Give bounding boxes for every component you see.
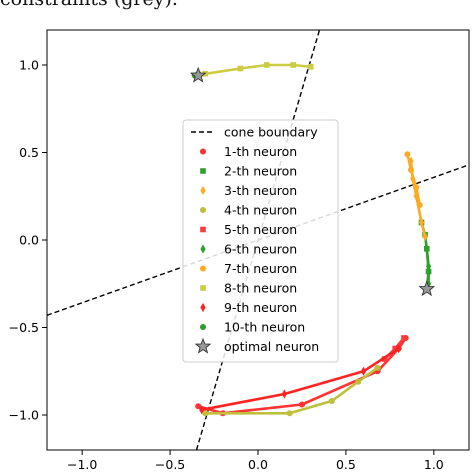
series-line (201, 347, 400, 412)
legend-label: optimal neuron (224, 339, 319, 354)
legend-label: 6-th neuron (224, 242, 297, 257)
legend-label: 2-th neuron (224, 164, 297, 179)
legend-label: 4-th neuron (224, 203, 297, 218)
y-tick-label: 1.0 (19, 58, 39, 73)
legend-label: 9-th neuron (224, 300, 297, 315)
x-tick-label: −0.5 (155, 457, 185, 472)
legend-marker-swatch (200, 285, 206, 291)
data-point (189, 66, 207, 83)
legend-marker-swatch (200, 226, 206, 233)
data-point (396, 343, 402, 354)
legend-item: 4-th neuron (199, 203, 297, 218)
y-axis: 1.0 0.5 0.0 −0.5 −1.0 (9, 58, 47, 423)
legend-label: 7-th neuron (224, 261, 297, 276)
y-tick-label: 0.5 (19, 145, 39, 160)
data-point (407, 166, 415, 174)
data-point (195, 403, 202, 410)
data-point (374, 364, 381, 371)
data-point (424, 244, 430, 254)
data-point (401, 335, 407, 341)
data-point (360, 366, 367, 376)
x-axis: −1.0 −0.5 0.0 0.5 1.0 (67, 450, 444, 472)
legend-box (182, 119, 339, 363)
legend-item: 1-th neuron (199, 144, 297, 159)
legend-label: 8-th neuron (224, 281, 297, 296)
figure-caption: constraints (grey). (0, 0, 178, 10)
data-point (263, 62, 270, 68)
legend-marker-swatch (200, 185, 206, 196)
x-tick-label: 0.5 (336, 457, 356, 472)
x-tick-label: 0.0 (248, 457, 268, 472)
legend-marker-swatch (200, 302, 206, 313)
series-line (406, 154, 422, 206)
series-layer (189, 62, 436, 417)
series-4 (202, 364, 381, 417)
data-point (404, 151, 411, 158)
legend-marker-swatch (200, 168, 206, 174)
data-point (416, 201, 423, 209)
data-point (413, 184, 420, 191)
legend-item: optimal neuron (194, 337, 319, 354)
data-point (237, 65, 244, 72)
data-point (290, 62, 296, 68)
legend-label: 1-th neuron (224, 144, 297, 159)
legend-marker-swatch (200, 244, 206, 254)
legend-item: 2-th neuron (200, 164, 297, 179)
legend-item: cone boundary (191, 125, 318, 140)
legend-item: 10-th neuron (199, 320, 305, 335)
x-tick-label: −1.0 (67, 457, 97, 472)
data-point (199, 405, 205, 415)
legend-item: 9-th neuron (200, 300, 297, 315)
legend-label: 3-th neuron (224, 183, 297, 198)
legend-item: 7-th neuron (199, 261, 297, 276)
legend-item: 6-th neuron (200, 242, 297, 257)
legend-marker-swatch (194, 337, 212, 354)
data-point (328, 397, 335, 405)
legend-label: 5-th neuron (224, 222, 297, 237)
y-tick-label: 0.0 (19, 233, 39, 248)
y-tick-label: −0.5 (9, 320, 39, 335)
data-point (307, 63, 314, 70)
data-point (418, 217, 425, 228)
legend-label: 10-th neuron (224, 320, 305, 335)
data-point (298, 401, 306, 408)
legend-label: cone boundary (224, 125, 318, 140)
data-point (281, 389, 287, 399)
legend-marker-swatch (199, 323, 207, 331)
data-point (355, 378, 362, 385)
data-point (286, 410, 293, 417)
legend-item: 5-th neuron (200, 222, 297, 237)
legend-marker-swatch (199, 265, 207, 272)
series-8 (202, 62, 314, 77)
x-tick-label: 1.0 (424, 457, 444, 472)
data-point (422, 231, 428, 242)
data-point (425, 261, 432, 271)
legend-item: 8-th neuron (200, 281, 297, 296)
series-11 (189, 66, 436, 297)
legend-item: 3-th neuron (200, 183, 297, 198)
data-point (202, 410, 209, 417)
legend-marker-swatch (199, 148, 207, 155)
data-point (418, 280, 436, 297)
legend: cone boundary 1-th neuron 2-th neuron 3-th … (182, 119, 339, 363)
y-tick-label: −1.0 (9, 408, 39, 423)
series-9 (199, 343, 402, 415)
series-7 (404, 151, 423, 209)
legend-marker-swatch (199, 206, 207, 214)
